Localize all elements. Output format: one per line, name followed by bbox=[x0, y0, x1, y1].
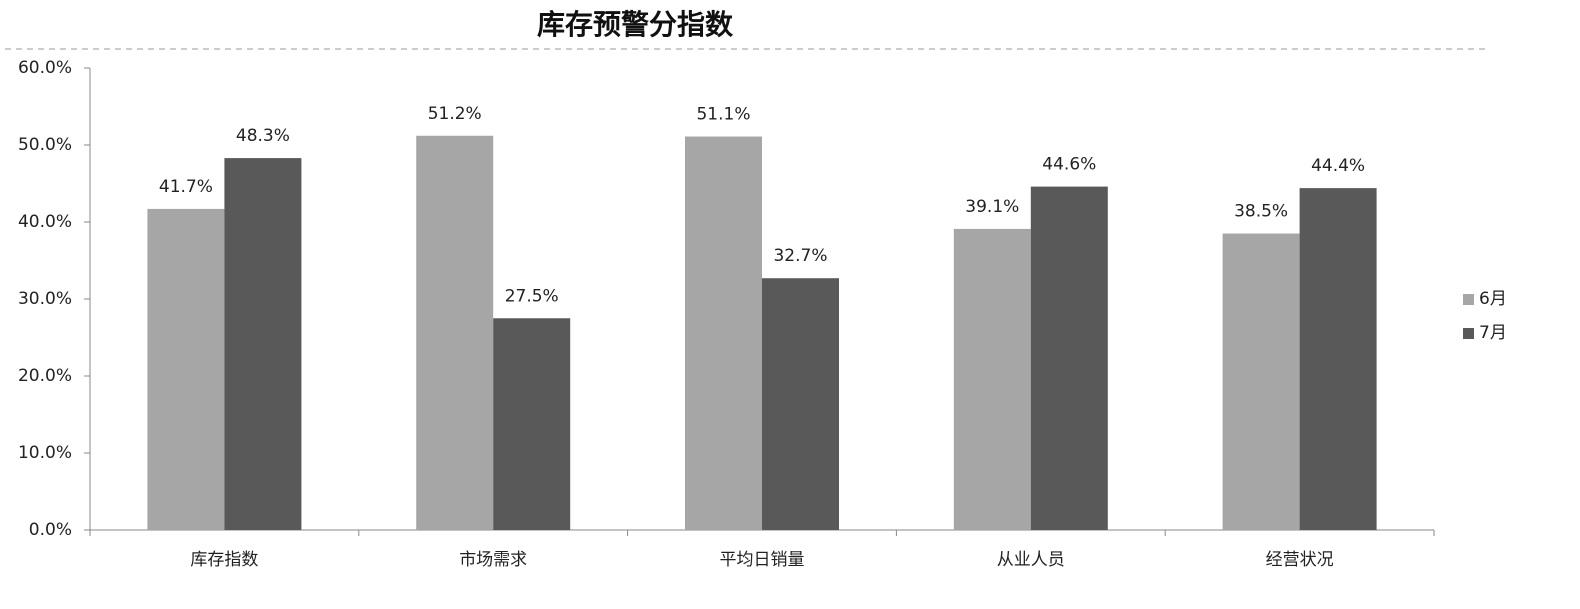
value-label: 48.3% bbox=[236, 126, 290, 146]
value-label: 44.6% bbox=[1042, 155, 1096, 175]
bar bbox=[953, 228, 1031, 530]
bar bbox=[1299, 188, 1377, 530]
value-label: 51.2% bbox=[428, 104, 482, 124]
bar bbox=[416, 135, 494, 530]
value-label: 39.1% bbox=[965, 197, 1019, 217]
y-tick-label: 0.0% bbox=[29, 520, 72, 540]
value-label: 41.7% bbox=[159, 177, 213, 197]
y-tick-label: 10.0% bbox=[18, 443, 72, 463]
x-tick-label: 平均日销量 bbox=[720, 550, 805, 570]
y-tick-label: 50.0% bbox=[18, 135, 72, 155]
y-tick-label: 60.0% bbox=[18, 58, 72, 78]
legend-swatch bbox=[1463, 294, 1474, 305]
legend-swatch bbox=[1463, 328, 1474, 339]
bar bbox=[224, 158, 302, 530]
value-label: 44.4% bbox=[1311, 156, 1365, 176]
bar bbox=[1030, 186, 1108, 530]
y-tick-label: 20.0% bbox=[18, 366, 72, 386]
value-label: 27.5% bbox=[505, 286, 559, 306]
legend-label: 7月 bbox=[1479, 323, 1507, 343]
bar bbox=[762, 278, 839, 530]
x-tick-label: 经营状况 bbox=[1266, 550, 1334, 570]
x-tick-label: 从业人员 bbox=[997, 550, 1065, 570]
legend-label: 6月 bbox=[1479, 289, 1507, 309]
bar bbox=[493, 318, 571, 530]
y-tick-label: 40.0% bbox=[18, 212, 72, 232]
chart-title: 库存预警分指数 bbox=[537, 8, 734, 41]
x-tick-label: 市场需求 bbox=[459, 550, 527, 570]
value-label: 38.5% bbox=[1234, 202, 1288, 222]
y-tick-label: 30.0% bbox=[18, 289, 72, 309]
value-label: 32.7% bbox=[773, 246, 827, 266]
value-label: 51.1% bbox=[696, 105, 750, 125]
x-tick-label: 库存指数 bbox=[190, 550, 258, 570]
bar bbox=[685, 136, 762, 530]
bar bbox=[147, 208, 225, 530]
bar bbox=[1222, 233, 1300, 531]
